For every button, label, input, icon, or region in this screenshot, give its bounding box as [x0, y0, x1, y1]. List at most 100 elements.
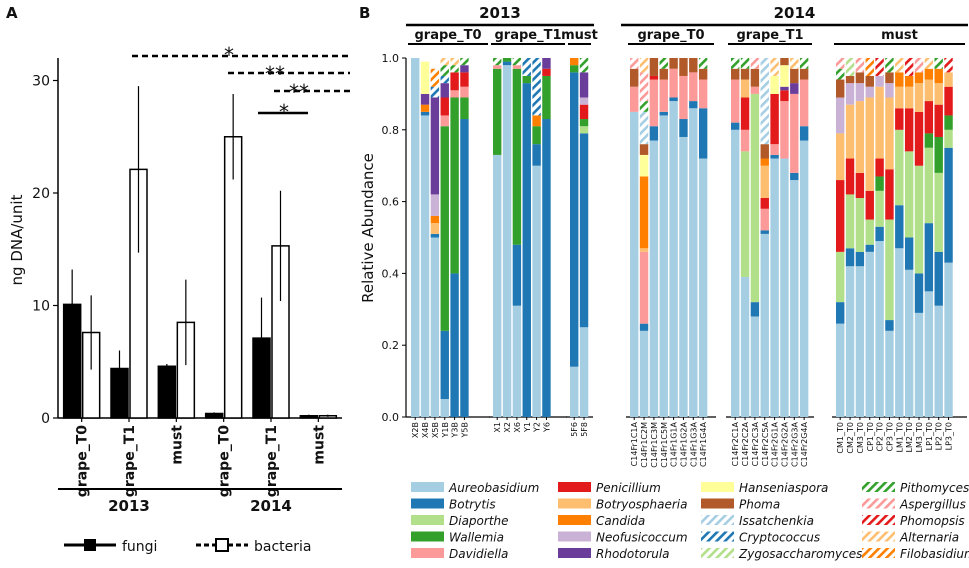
panel-b-group-label-4: grape_T1: [736, 28, 803, 43]
legend-swatch-wallemia: [411, 531, 444, 542]
segment-lp3-t0-wallemia: [944, 115, 953, 130]
segment-x1-wallemia: [493, 68, 502, 155]
panel-b-year-2013: 2013: [479, 4, 521, 22]
segment-c14fr2g1a-aureobasidium: [770, 158, 779, 417]
segment-c14fr1g1a-phoma: [669, 58, 678, 69]
segment-cm3-t0-phoma: [855, 72, 865, 84]
sample-label-lm2-t0: LM2_T0: [905, 422, 914, 452]
segment-lm3-t0-diaporthe: [914, 165, 924, 274]
legend-swatch-rhodotorula: [558, 548, 591, 558]
segment-lm1-t0-penicillium: [895, 108, 904, 130]
segment-lp2-t0-penicillium: [934, 104, 943, 137]
segment-cp2-t0-diaporthe: [875, 190, 884, 227]
sample-label-y1: Y1: [523, 422, 532, 433]
legend-swatch-neofusicoccum: [558, 531, 591, 542]
sample-label-lp2-t0: LP2_T0: [935, 422, 944, 450]
segment-y1b-penicillium: [440, 97, 449, 116]
legend-label-alternaria: Alternaria: [899, 531, 959, 545]
segment-y5b-davidiella: [460, 86, 469, 98]
segment-cm2-t0-neofusicoccum: [845, 83, 855, 105]
segment-lp1-t0-alternaria: [924, 58, 934, 69]
segment-cm3-t0-penicillium: [855, 172, 865, 199]
segment-lp3-t0-botrytis: [944, 147, 953, 263]
sample-label-c14fr2c5a: C14Fr2C5A: [761, 421, 770, 466]
segment-cm1-t0-botryosphaeria: [836, 133, 845, 181]
significance-marker-3: *: [279, 100, 289, 124]
segment-c14fr1c5m-aureobasidium: [659, 115, 668, 417]
segment-c14fr2c3a-davidiella: [750, 86, 760, 94]
segment-cp3-t0-pithomyces: [885, 58, 894, 73]
segment-x5b-botryosphaeria: [430, 223, 440, 234]
segment-cp2-t0-neofusicoccum: [875, 75, 884, 87]
segment-c14fr1c2m-pithomyces: [639, 101, 649, 112]
segment-lp1-t0-candida: [924, 68, 934, 80]
segment-cm2-t0-botryosphaeria: [845, 104, 855, 159]
category-label-2: must: [169, 425, 185, 465]
sample-label-lm3-t0: LM3_T0: [915, 422, 924, 452]
segment-c14fr2g4a-phoma: [799, 68, 809, 80]
panel-a-y-axis-label: ng DNA/unit: [8, 194, 26, 285]
segment-lp2-t0-wallemia: [934, 136, 943, 173]
legend-label-penicillium: Penicillium: [596, 481, 661, 495]
segment-5f8-neofusicoccum: [579, 97, 589, 105]
legend-label-phomopsis: Phomopsis: [900, 514, 965, 528]
segment-cm2-t0-zygosaccharomyces: [845, 58, 855, 76]
segment-cm3-t0-aspergillus: [855, 58, 865, 73]
segment-x5b-candida: [430, 215, 440, 224]
segment-cp2-t0-aureobasidium: [875, 241, 884, 417]
panel-b-stacked-bar-chart: B Relative Abundance 2013 2014 grape_T0 gra…: [359, 4, 969, 561]
segment-lm1-t0-botrytis: [895, 205, 904, 249]
segment-cm2-t0-botrytis: [845, 248, 855, 267]
category-label-5: must: [311, 425, 327, 465]
segment-c14fr2g1a-alternaria: [770, 58, 779, 76]
sample-label-lp3-t0: LP3_T0: [945, 422, 954, 450]
segment-lm2-t0-botryosphaeria: [904, 86, 914, 109]
panel-b-y-tick-label: 1.0: [382, 52, 400, 65]
sample-label-y2: Y2: [533, 422, 542, 433]
segment-cm2-t0-penicillium: [845, 158, 855, 195]
segment-5f8-diaporthe: [579, 126, 589, 134]
legend-fungi-label: fungi: [122, 539, 157, 555]
segment-c14fr2c1a-botrytis: [731, 122, 740, 130]
sample-label-x6: X6: [513, 422, 522, 433]
legend-swatch-phomopsis: [862, 515, 895, 525]
segment-c14fr2c1a-davidiella: [731, 79, 740, 123]
segment-cp2-t0-phomopsis: [875, 58, 884, 76]
panel-b-y-tick-label: 0.4: [382, 267, 400, 280]
segment-5f8-penicillium: [579, 104, 589, 120]
segment-y3b-penicillium: [450, 72, 459, 91]
sample-label-y3b: Y3B: [451, 422, 460, 438]
legend-swatch-botrytis: [411, 498, 444, 509]
segment-lp2-t0-candida: [934, 68, 943, 84]
sample-label-c14fr2c1a: C14Fr2C1A: [731, 421, 740, 466]
segment-c14fr1c2m-davidiella: [639, 251, 649, 324]
segment-cp1-t0-botrytis: [865, 244, 874, 252]
segment-c14fr1c3m-davidiella: [649, 79, 659, 127]
segment-c14fr2g4a-davidiella: [799, 79, 809, 127]
segment-c14fr2c5a-botrytis: [760, 230, 769, 234]
segment-c14fr1g3a-botrytis: [689, 101, 698, 109]
segment-y5b-botrytis: [460, 119, 469, 417]
segment-cm1-t0-botrytis: [836, 302, 845, 324]
legend-swatch-zygosaccharomyces: [701, 548, 734, 558]
segment-lm2-t0-phomopsis: [904, 58, 914, 76]
segment-lp1-t0-penicillium: [924, 101, 934, 134]
segment-c14fr2g3a-rhodotorula: [790, 83, 799, 94]
segment-y3b-pithomyces: [450, 65, 459, 73]
segment-c14fr1g2a-phoma: [679, 58, 688, 76]
panel-b-group-label-1: grape_T1: [494, 28, 561, 43]
segment-x1-davidiella: [493, 65, 502, 69]
segment-c14fr1g3a-davidiella: [689, 72, 698, 102]
segment-cm1-t0-neofusicoccum: [836, 97, 845, 134]
segment-cm1-t0-penicillium: [836, 180, 845, 252]
segment-c14fr2c2a-pithomyces: [740, 58, 750, 69]
legend-bacteria-label: bacteria: [254, 539, 312, 555]
segment-c14fr1g3a-phoma: [689, 58, 698, 73]
segment-c14fr1c2m-alternaria: [639, 58, 649, 73]
segment-c14fr2c5a-candida: [760, 158, 769, 166]
panel-a-significance: ******: [132, 43, 350, 124]
segment-lp2-t0-pithomyces: [934, 58, 943, 69]
segment-y1-botrytis: [522, 83, 531, 417]
sample-label-y5b: Y5B: [460, 422, 469, 438]
